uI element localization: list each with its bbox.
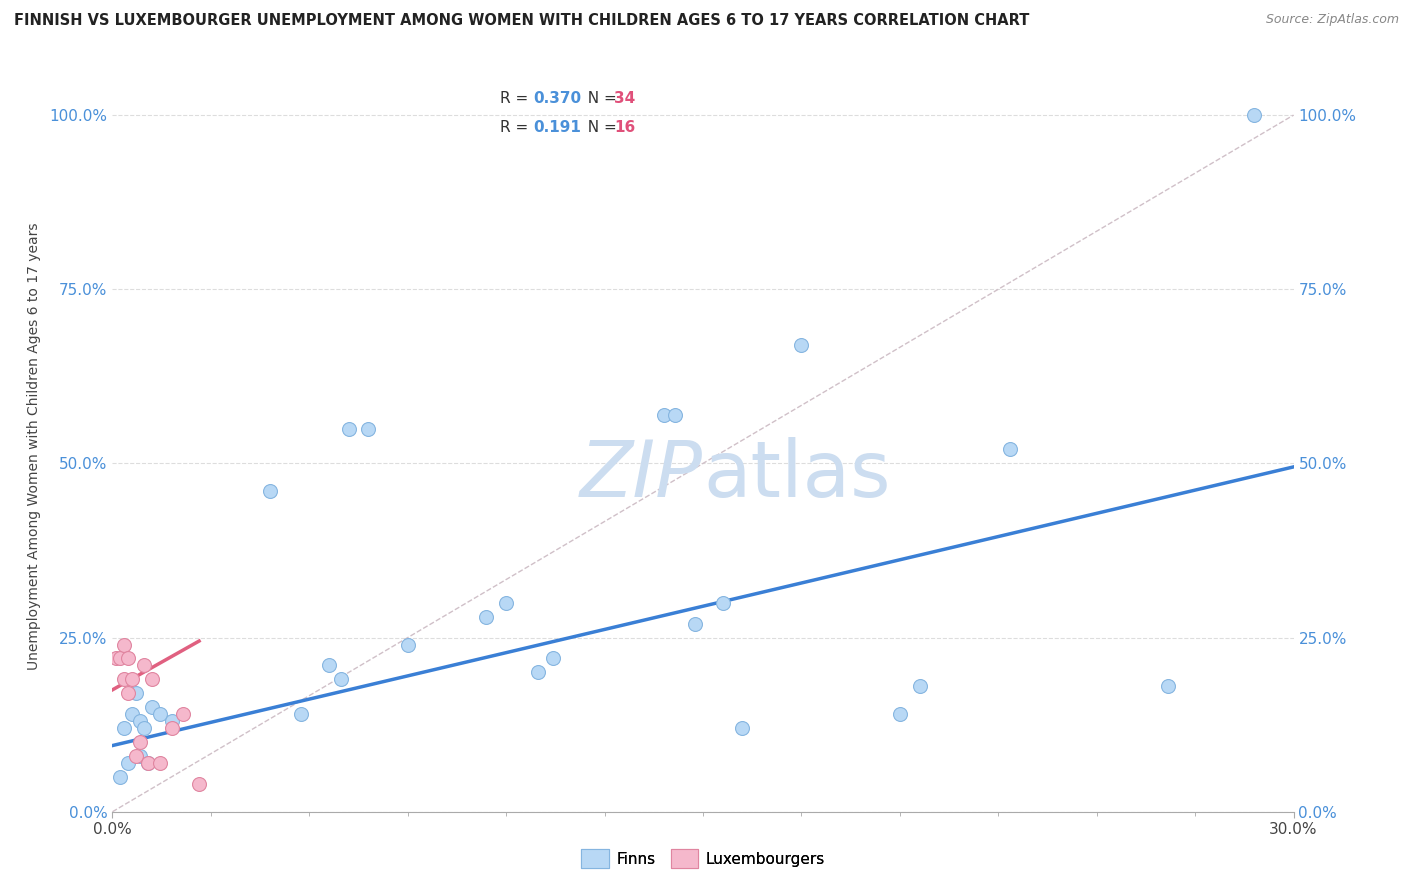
Point	[125, 749, 148, 764]
Point	[1156, 679, 1178, 693]
Point	[117, 651, 139, 665]
Point	[136, 756, 159, 770]
Point	[141, 673, 163, 687]
Point	[149, 756, 172, 770]
Point	[543, 651, 565, 665]
Point	[652, 408, 675, 422]
Point	[160, 714, 183, 728]
Point	[121, 673, 143, 687]
Point	[125, 686, 148, 700]
Text: 16: 16	[614, 120, 636, 136]
Point	[112, 721, 135, 735]
Point	[141, 700, 163, 714]
Point	[731, 721, 754, 735]
Point	[129, 714, 152, 728]
Text: N =: N =	[578, 91, 621, 106]
Point	[357, 421, 380, 435]
Point	[664, 408, 686, 422]
Point	[112, 638, 135, 652]
Point	[121, 707, 143, 722]
Point	[1243, 108, 1265, 122]
Y-axis label: Unemployment Among Women with Children Ages 6 to 17 years: Unemployment Among Women with Children A…	[27, 222, 41, 670]
Text: Source: ZipAtlas.com: Source: ZipAtlas.com	[1265, 13, 1399, 27]
Point	[318, 658, 340, 673]
Point	[160, 721, 183, 735]
Text: R =: R =	[501, 120, 538, 136]
Point	[711, 596, 734, 610]
Point	[110, 770, 132, 784]
Point	[149, 707, 172, 722]
Text: 0.370: 0.370	[533, 91, 581, 106]
Point	[259, 484, 281, 499]
Point	[526, 665, 548, 680]
Text: ZIP: ZIP	[581, 437, 703, 513]
Point	[172, 707, 194, 722]
Point	[290, 707, 312, 722]
Point	[998, 442, 1021, 457]
Point	[329, 673, 352, 687]
Text: R =: R =	[501, 91, 533, 106]
Text: atlas: atlas	[703, 437, 890, 513]
Point	[908, 679, 931, 693]
Point	[495, 596, 517, 610]
Text: 0.191: 0.191	[533, 120, 581, 136]
Point	[132, 658, 155, 673]
Point	[136, 756, 159, 770]
Point	[117, 686, 139, 700]
Point	[475, 609, 498, 624]
Text: N =: N =	[578, 120, 621, 136]
Point	[112, 673, 135, 687]
Legend: Finns, Luxembourgers: Finns, Luxembourgers	[572, 840, 834, 877]
Point	[889, 707, 911, 722]
Point	[188, 777, 211, 791]
Text: 34: 34	[614, 91, 636, 106]
Point	[129, 735, 152, 749]
Point	[117, 756, 139, 770]
Point	[337, 421, 360, 435]
Point	[110, 651, 132, 665]
Point	[105, 651, 128, 665]
Point	[790, 338, 813, 352]
Text: FINNISH VS LUXEMBOURGER UNEMPLOYMENT AMONG WOMEN WITH CHILDREN AGES 6 TO 17 YEAR: FINNISH VS LUXEMBOURGER UNEMPLOYMENT AMO…	[14, 13, 1029, 29]
Point	[396, 638, 419, 652]
Point	[129, 749, 152, 764]
Point	[683, 616, 706, 631]
Point	[132, 721, 155, 735]
